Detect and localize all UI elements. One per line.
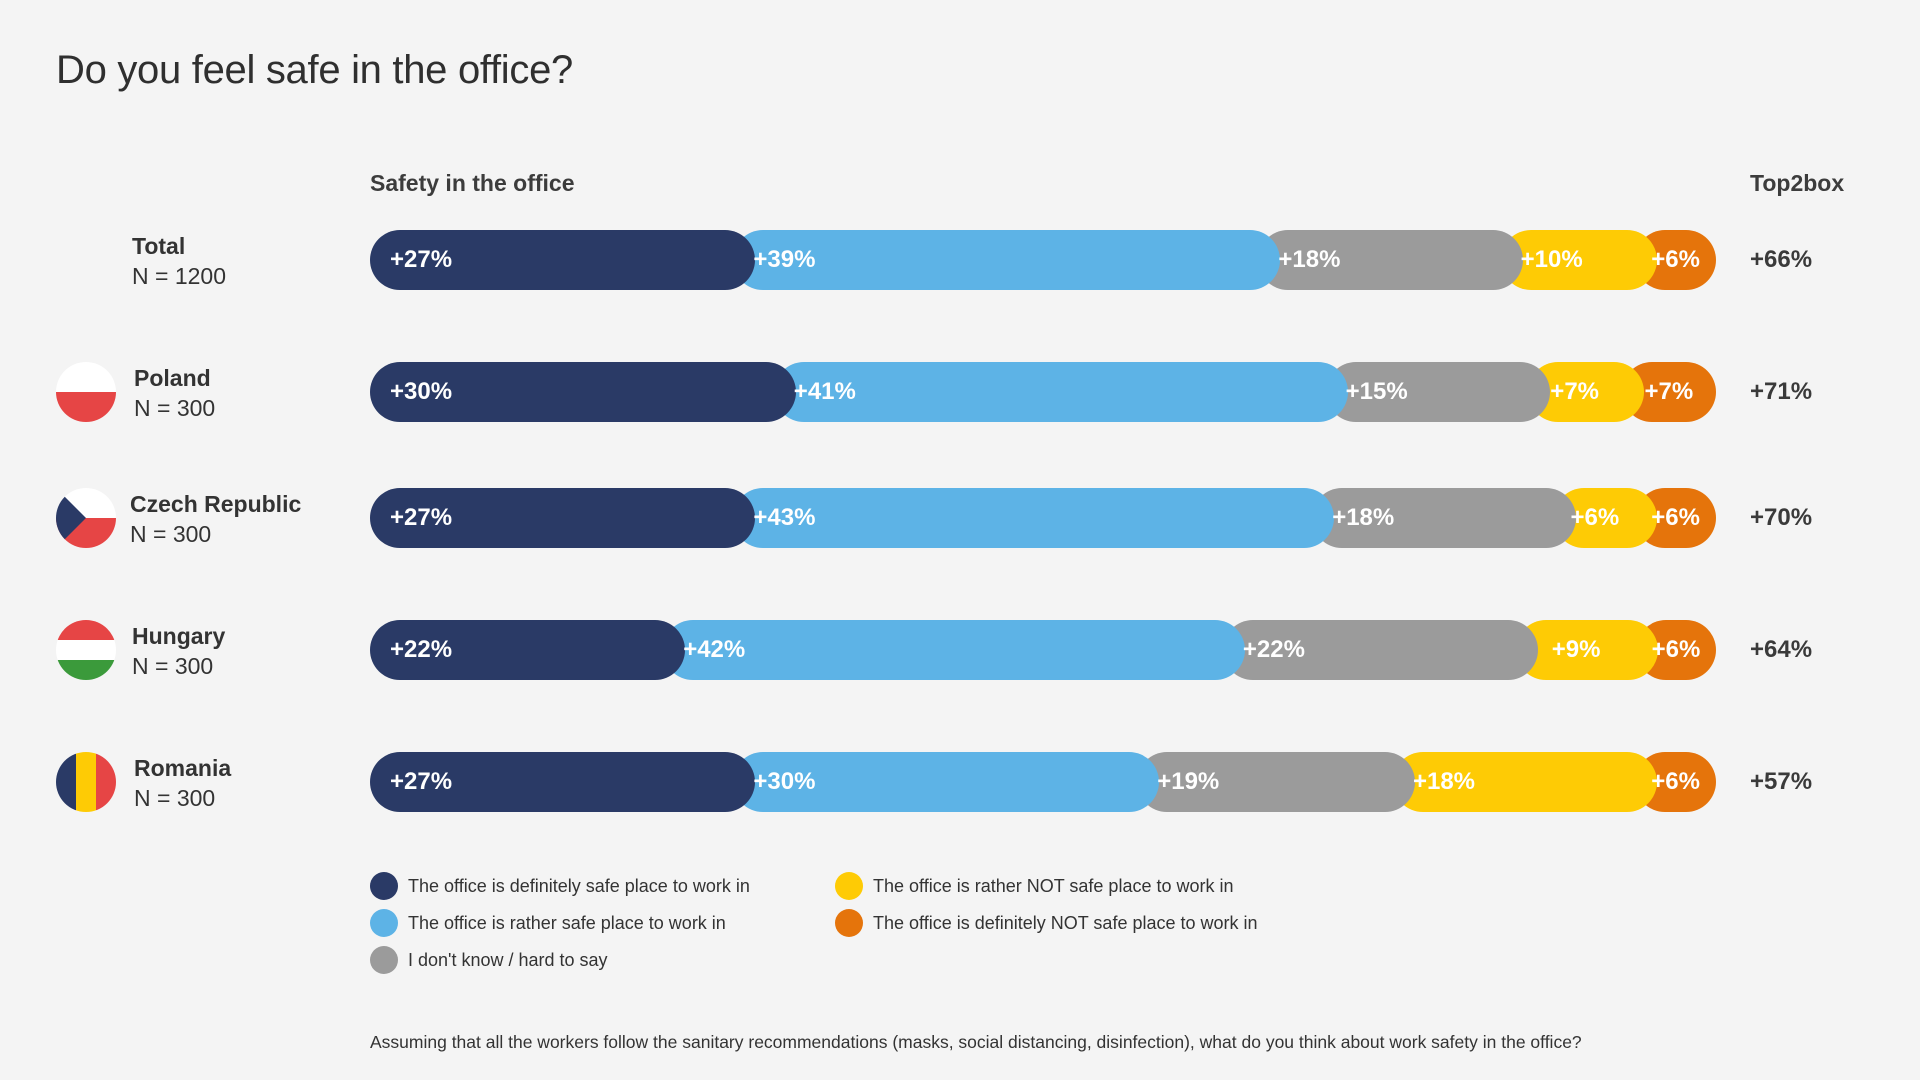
legend-dot-definitely-not-safe: [835, 909, 863, 937]
data-label: +30%: [753, 768, 816, 795]
stacked-bar: +6% +10% +18% +39% +27%: [370, 230, 1716, 290]
data-label: +15%: [1345, 378, 1408, 405]
sample-size: N = 1200: [132, 263, 226, 289]
data-label: +18%: [1412, 768, 1476, 795]
data-label: +22%: [390, 636, 453, 663]
data-label: +41%: [793, 378, 856, 405]
category-name: Romania: [134, 755, 232, 781]
bar-row: Poland N = 300 +7% +7% +15% +41% +30% +71%: [0, 362, 1920, 422]
legend-label: I don't know / hard to say: [408, 950, 608, 970]
poland-flag-icon: [56, 362, 116, 422]
bar-segment-rather-safe: [733, 488, 1335, 548]
bar-row: Total N = 1200 +6% +10% +18% +39% +27% +66%: [0, 230, 1920, 290]
data-label: +27%: [390, 768, 453, 795]
category-name: Czech Republic: [130, 491, 302, 517]
stacked-bar: +7% +7% +15% +41% +30%: [370, 362, 1716, 422]
bar-row: Hungary N = 300 +6% +9% +22% +42% +22% +64%: [0, 620, 1920, 680]
top2box-value: +66%: [1750, 246, 1813, 273]
category-label: Czech Republic N = 300: [130, 489, 301, 549]
bar-segment-rather-not-safe: [1500, 230, 1658, 290]
category-label: Romania N = 300: [134, 753, 231, 813]
bar-segment-rather-not-safe: [1392, 752, 1658, 812]
bar-segment-definitely-safe: [370, 230, 756, 290]
bar-segment-rather-not-safe: [1516, 620, 1659, 680]
bar-segment-dont-know: [1137, 752, 1415, 812]
top2box-value: +64%: [1750, 636, 1813, 663]
top2box-value: +71%: [1750, 378, 1813, 405]
data-label: +6%: [1651, 636, 1701, 663]
top2box-value: +57%: [1750, 768, 1813, 795]
bar-row: Czech Republic N = 300 +6% +6% +18% +43% +27% +…: [0, 488, 1920, 548]
data-label: +22%: [1242, 636, 1305, 663]
page-title: Do you feel safe in the office?: [56, 48, 573, 92]
data-label: +18%: [1278, 246, 1341, 273]
data-label: +10%: [1520, 246, 1583, 273]
bar-segment-rather-safe: [773, 362, 1348, 422]
category-name: Total: [132, 233, 186, 259]
data-label: +42%: [683, 636, 746, 663]
bar-segment-definitely-safe: [370, 752, 756, 812]
legend-dot-dont-know: [370, 946, 398, 974]
category-label: Hungary N = 300: [132, 621, 225, 681]
data-label: +18%: [1332, 504, 1395, 531]
data-label: +39%: [753, 246, 816, 273]
legend-label: The office is rather NOT safe place to w…: [873, 876, 1234, 896]
bar-segment-dont-know: [1258, 230, 1523, 290]
bar-segment-rather-safe: [733, 752, 1160, 812]
data-label: +27%: [390, 504, 453, 531]
bar-segment-rather-safe: [733, 230, 1281, 290]
category-label: Poland N = 300: [134, 363, 215, 423]
legend-label: The office is definitely safe place to w…: [408, 876, 750, 896]
data-label: +9%: [1551, 636, 1601, 663]
data-label: +7%: [1644, 378, 1694, 405]
stacked-bar: +6% +18% +19% +30% +27%: [370, 752, 1716, 812]
data-label: +6%: [1651, 768, 1700, 795]
data-label: +27%: [390, 246, 453, 273]
bar-row: Romania N = 300 +6% +18% +19% +30% +27% +57%: [0, 752, 1920, 812]
sample-size: N = 300: [134, 395, 216, 421]
data-label: +43%: [753, 504, 816, 531]
footnote: Assuming that all the workers follow the…: [370, 1032, 1582, 1052]
hungary-flag-icon: [56, 620, 116, 680]
czech-flag-icon: [56, 488, 116, 548]
legend: The office is definitely safe place to w…: [370, 870, 1370, 980]
data-label: +6%: [1570, 504, 1620, 531]
legend-dot-rather-not-safe: [835, 872, 863, 900]
top2box-value: +70%: [1750, 504, 1813, 531]
category-name: Hungary: [132, 623, 226, 649]
sample-size: N = 300: [130, 521, 212, 547]
category-label: Total N = 1200: [132, 231, 226, 291]
bar-segment-rather-safe: [663, 620, 1245, 680]
romania-flag-icon: [56, 752, 116, 812]
bar-segment-definitely-safe: [370, 488, 756, 548]
bar-segment-definitely-safe: [370, 362, 796, 422]
legend-label: The office is definitely NOT safe place …: [873, 913, 1258, 933]
data-label: +6%: [1651, 504, 1700, 531]
legend-label: The office is rather safe place to work …: [408, 913, 726, 933]
bar-segment-dont-know: [1222, 620, 1539, 680]
section-header: Safety in the office: [370, 170, 575, 196]
sample-size: N = 300: [134, 785, 216, 811]
stacked-bar: +6% +9% +22% +42% +22%: [370, 620, 1716, 680]
data-label: +19%: [1157, 768, 1220, 795]
data-label: +7%: [1550, 378, 1599, 405]
legend-dot-definitely-safe: [370, 872, 398, 900]
bar-segment-dont-know: [1312, 488, 1577, 548]
category-name: Poland: [134, 365, 211, 391]
bar-segment-definitely-safe: [370, 620, 686, 680]
stacked-bar: +6% +6% +18% +43% +27%: [370, 488, 1716, 548]
sample-size: N = 300: [132, 653, 214, 679]
bar-segment-dont-know: [1325, 362, 1550, 422]
data-label: +6%: [1651, 246, 1700, 273]
data-label: +30%: [390, 378, 453, 405]
top2box-header: Top2box: [1750, 170, 1845, 196]
legend-dot-rather-safe: [370, 909, 398, 937]
